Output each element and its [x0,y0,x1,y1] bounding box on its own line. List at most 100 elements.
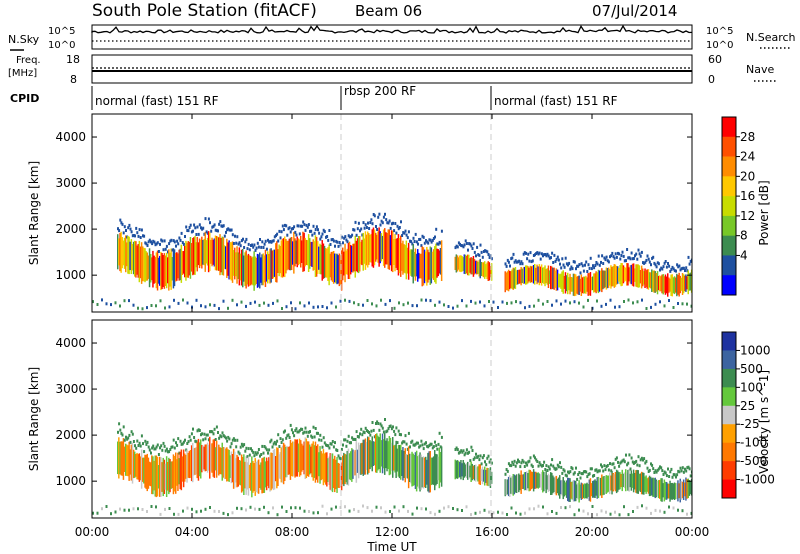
echo-cell [388,229,391,270]
echo-cell [519,465,522,469]
echo-cell [259,454,261,458]
echo-cell [247,447,250,451]
echo-cell [132,241,135,275]
echo-cell [150,240,152,244]
echo-cell [552,464,555,468]
echo-cell [181,241,184,245]
echo-cell [688,480,691,496]
echo-cell [263,242,266,246]
echo-cell [362,504,364,508]
echo-cell [629,473,631,488]
echo-cell [463,453,466,457]
echo-cell [580,262,583,266]
echo-cell [409,239,411,243]
echo-cell [594,264,597,267]
echo-cell [140,434,143,438]
echo-cell [215,236,218,271]
echo-cell [286,233,289,237]
echo-cell [186,301,189,305]
echo-cell [204,217,207,221]
echo-cell [605,255,608,259]
echo-cell [373,229,376,266]
echo-cell [177,452,179,491]
echo-cell [125,235,127,273]
echo-cell [665,265,668,269]
echo-cell [625,469,627,492]
echo-cell [573,480,576,502]
echo-cell [142,234,144,238]
echo-cell [287,433,290,437]
echo-cell [294,439,296,478]
echo-cell [670,274,672,296]
echo-cell [271,453,273,489]
echo-cell [571,467,574,471]
echo-cell [137,454,139,480]
echo-cell [672,306,675,309]
echo-cell [128,508,130,512]
echo-cell [191,507,193,511]
echo-cell [684,467,686,471]
echo-cell [547,465,550,469]
nave-tick-top: 60 [708,53,722,66]
echo-cell [567,470,569,474]
echo-cell [468,450,471,454]
echo-cell [582,269,585,273]
echo-cell [146,453,148,492]
echo-cell [192,442,194,483]
echo-cell [431,457,434,485]
echo-cell [427,241,430,245]
echo-cell [315,445,318,480]
echo-cell [425,456,427,488]
echo-cell [528,267,530,282]
echo-cell [194,226,197,230]
echo-cell [550,472,552,495]
echo-cell [259,464,261,488]
echo-cell [209,221,211,225]
echo-cell [155,505,157,509]
echo-cell [461,244,464,248]
echo-cell [656,261,659,265]
echo-cell [630,456,633,460]
echo-cell [327,247,329,281]
echo-cell [422,447,425,451]
echo-cell [347,234,350,238]
echo-cell [638,464,641,468]
echo-cell [350,451,352,481]
echo-cell [207,231,210,273]
echo-cell [565,262,568,266]
echo-cell [452,507,454,510]
echo-cell [484,249,486,253]
echo-cell [117,430,119,434]
echo-cell [250,447,252,451]
echo-cell [602,476,604,496]
echo-cell [129,449,131,475]
echo-cell [547,473,550,492]
echo-cell [234,438,236,442]
velocity-ylabel: Slant Range [km] [27,367,41,471]
echo-cell [407,301,409,305]
echo-cell [217,431,219,434]
echo-cell [645,475,647,494]
echo-cell [534,456,536,460]
echo-cell [492,511,495,515]
echo-cell [226,439,229,443]
echo-cell [204,437,207,441]
echo-cell [600,509,603,513]
echo-cell [293,231,295,274]
echo-cell [201,445,203,473]
echo-cell [277,239,280,243]
echo-cell [671,482,673,500]
echo-cell [143,234,146,238]
freq-label: Freq. [16,55,41,66]
echo-cell [227,242,229,276]
echo-cell [575,480,577,502]
echo-cell [438,250,441,274]
noise-tick-left-bottom: 10^0 [48,40,75,51]
echo-cell [611,266,613,287]
echo-cell [330,442,333,446]
y-tick-label: 2000 [55,222,86,236]
echo-cell [623,266,626,282]
echo-cell [225,448,227,479]
echo-cell [154,447,157,451]
